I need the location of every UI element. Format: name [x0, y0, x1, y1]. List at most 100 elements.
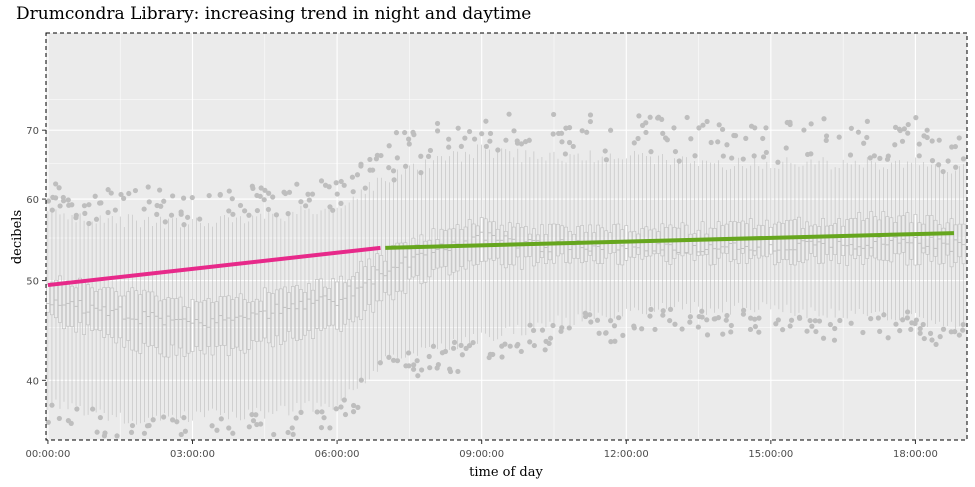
outlier-point — [696, 125, 702, 131]
outlier-point — [426, 353, 432, 360]
outlier-point — [162, 219, 168, 225]
outlier-point — [386, 143, 392, 149]
outlier-point — [559, 325, 565, 331]
boxplot — [262, 218, 267, 419]
outlier-point — [451, 339, 458, 345]
outlier-point — [871, 153, 877, 159]
outlier-point — [775, 159, 781, 165]
outlier-point — [551, 111, 557, 118]
box — [266, 292, 271, 344]
boxplot — [933, 164, 938, 324]
boxplot — [805, 161, 809, 319]
boxplot — [817, 160, 821, 317]
outlier-point — [298, 409, 304, 415]
box — [427, 239, 432, 278]
outlier-point — [531, 342, 537, 349]
outlier-point — [286, 189, 293, 195]
outlier-point — [547, 335, 554, 341]
boxplot — [536, 158, 540, 323]
box — [367, 258, 372, 305]
boxplot — [696, 165, 701, 307]
outlier-point — [355, 404, 361, 410]
outlier-point — [729, 155, 735, 161]
box — [768, 226, 773, 255]
box — [696, 229, 701, 256]
outlier-point — [181, 222, 187, 228]
outlier-point — [65, 197, 71, 203]
outlier-point — [362, 185, 368, 191]
box — [893, 222, 898, 255]
outlier-point — [740, 307, 747, 313]
y-tick-label: 40 — [26, 376, 39, 387]
box — [234, 297, 239, 348]
outlier-point — [154, 211, 160, 217]
box — [821, 218, 825, 264]
outlier-point — [150, 417, 156, 423]
y-tick-label: 50 — [26, 277, 39, 288]
outlier-point — [594, 317, 601, 323]
outlier-point — [808, 121, 814, 127]
box — [443, 230, 448, 267]
outlier-point — [804, 328, 810, 334]
outlier-point — [916, 153, 922, 159]
boxplots — [46, 144, 966, 425]
outlier-point — [86, 202, 92, 208]
box — [540, 224, 544, 259]
outlier-point — [358, 163, 364, 169]
boxplot — [833, 167, 838, 318]
boxplot — [371, 190, 376, 371]
outlier-point — [518, 141, 525, 147]
outlier-point — [648, 149, 654, 155]
boxplot — [540, 157, 544, 324]
box — [186, 307, 191, 354]
outlier-point — [351, 402, 357, 409]
outlier-point — [406, 363, 412, 369]
outlier-point — [699, 308, 705, 314]
outlier-point — [603, 330, 609, 336]
boxplot — [170, 218, 175, 415]
boxplot — [913, 157, 918, 314]
outlier-point — [916, 141, 922, 147]
outlier-point — [298, 199, 304, 205]
plot-border — [45, 32, 968, 441]
outlier-point — [546, 340, 552, 347]
box — [885, 216, 890, 261]
outlier-point — [940, 168, 946, 175]
box — [74, 287, 78, 333]
box — [299, 289, 303, 340]
boxplot — [367, 182, 372, 380]
outlier-point — [643, 120, 649, 126]
boxplot — [612, 159, 617, 319]
boxplot — [873, 162, 878, 312]
box — [126, 291, 131, 341]
outlier-point — [442, 348, 449, 355]
box — [178, 296, 183, 349]
outlier-point — [827, 321, 833, 328]
boxplot — [949, 173, 954, 322]
boxplot — [299, 205, 303, 413]
box — [158, 300, 163, 355]
box — [692, 233, 697, 261]
outlier-point — [499, 354, 505, 360]
outlier-point — [647, 313, 653, 319]
boxplot — [391, 181, 396, 355]
outlier-point — [338, 404, 344, 410]
outlier-point — [146, 199, 152, 205]
outlier-point — [864, 118, 870, 124]
outlier-point — [502, 341, 508, 347]
box — [150, 291, 155, 346]
outlier-point — [466, 342, 473, 349]
box — [339, 275, 344, 332]
boxplot — [114, 223, 119, 418]
boxplot — [556, 158, 560, 316]
outlier-point — [752, 125, 758, 131]
outlier-point — [386, 354, 392, 360]
outlier-point — [270, 194, 276, 200]
box — [793, 219, 797, 266]
outlier-point — [704, 118, 710, 125]
outlier-point — [93, 216, 100, 222]
box — [744, 223, 749, 264]
boxplot — [90, 221, 95, 408]
outlier-point — [652, 326, 658, 333]
